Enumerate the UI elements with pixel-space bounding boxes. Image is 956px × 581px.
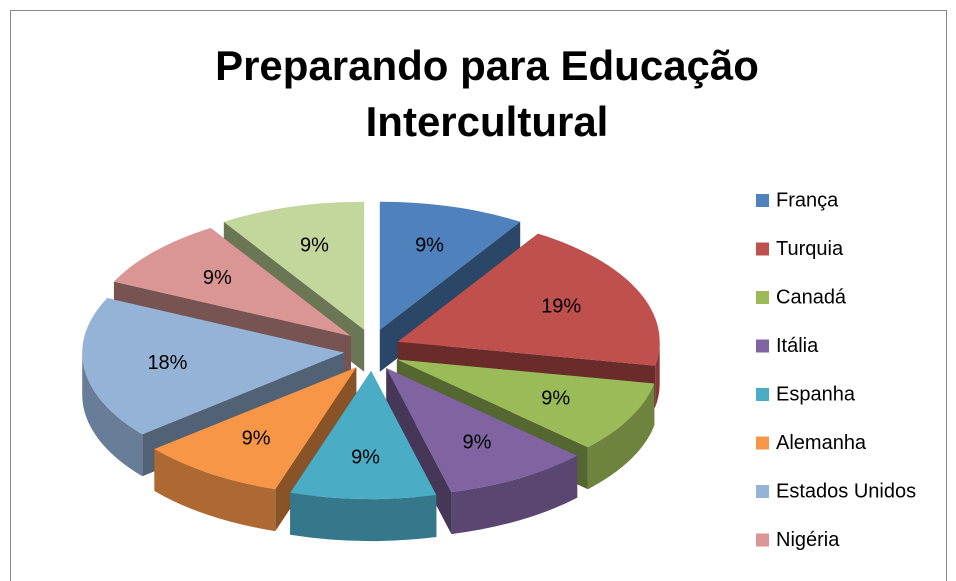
data-label: 9%: [415, 235, 444, 257]
slice-wall: [154, 449, 276, 532]
chart-title: Preparando para Educação Intercultural: [215, 42, 759, 145]
legend-swatch: [756, 339, 769, 353]
legend-swatch: [756, 436, 769, 450]
legend-label: Turquia: [776, 238, 844, 260]
slice-wall: [82, 352, 143, 477]
legend-label: França: [776, 189, 839, 211]
data-label: 9%: [351, 446, 380, 468]
legend-swatch: [756, 388, 769, 401]
legend-label: Alemanha: [776, 432, 867, 454]
slice: [397, 233, 660, 366]
slice-wall: [655, 341, 660, 408]
legend-label: Nigéria: [776, 529, 840, 551]
data-label: 9%: [203, 267, 232, 289]
legend-swatch: [756, 194, 769, 207]
legend-swatch: [756, 242, 769, 256]
data-label: 9%: [242, 428, 271, 450]
slice: [113, 228, 352, 337]
chart-border: [10, 10, 947, 581]
slice: [396, 359, 655, 448]
slice-side: [386, 368, 452, 535]
legend-label: Espanha: [776, 383, 856, 405]
slice-wall: [290, 492, 437, 541]
slice: [386, 368, 578, 493]
data-label: 9%: [541, 387, 570, 409]
legend-label: Estados Unidos: [776, 480, 916, 502]
slice-wall: [451, 455, 578, 535]
slice: [154, 367, 357, 490]
slice: [82, 298, 345, 435]
slice-wall: [587, 383, 655, 490]
data-label: 19%: [541, 295, 581, 317]
legend-label: Canadá: [776, 286, 847, 308]
slice: [379, 201, 521, 330]
legend-swatch: [756, 291, 769, 304]
data-label: 9%: [300, 235, 329, 257]
legend-label: Itália: [776, 335, 819, 357]
data-label: 9%: [462, 431, 491, 453]
data-label: 18%: [147, 352, 187, 374]
legend-swatch: [756, 533, 769, 547]
slice: [223, 201, 365, 330]
legend-swatch: [756, 485, 769, 498]
slice: [290, 371, 437, 499]
